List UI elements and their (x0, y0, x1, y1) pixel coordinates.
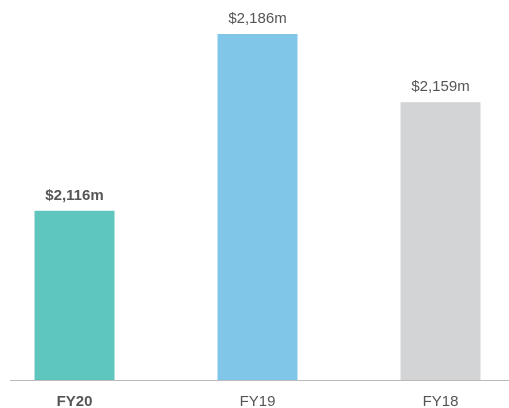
value-label: $2,116m (45, 187, 103, 204)
x-tick-label: FY18 (423, 393, 459, 408)
value-label: $2,159m (411, 78, 469, 95)
x-tick-label: FY19 (240, 393, 276, 408)
bar (400, 102, 481, 380)
x-tick-label: FY20 (57, 393, 93, 408)
bar (217, 34, 298, 380)
bar (34, 210, 115, 380)
value-label: $2,186m (228, 10, 286, 27)
